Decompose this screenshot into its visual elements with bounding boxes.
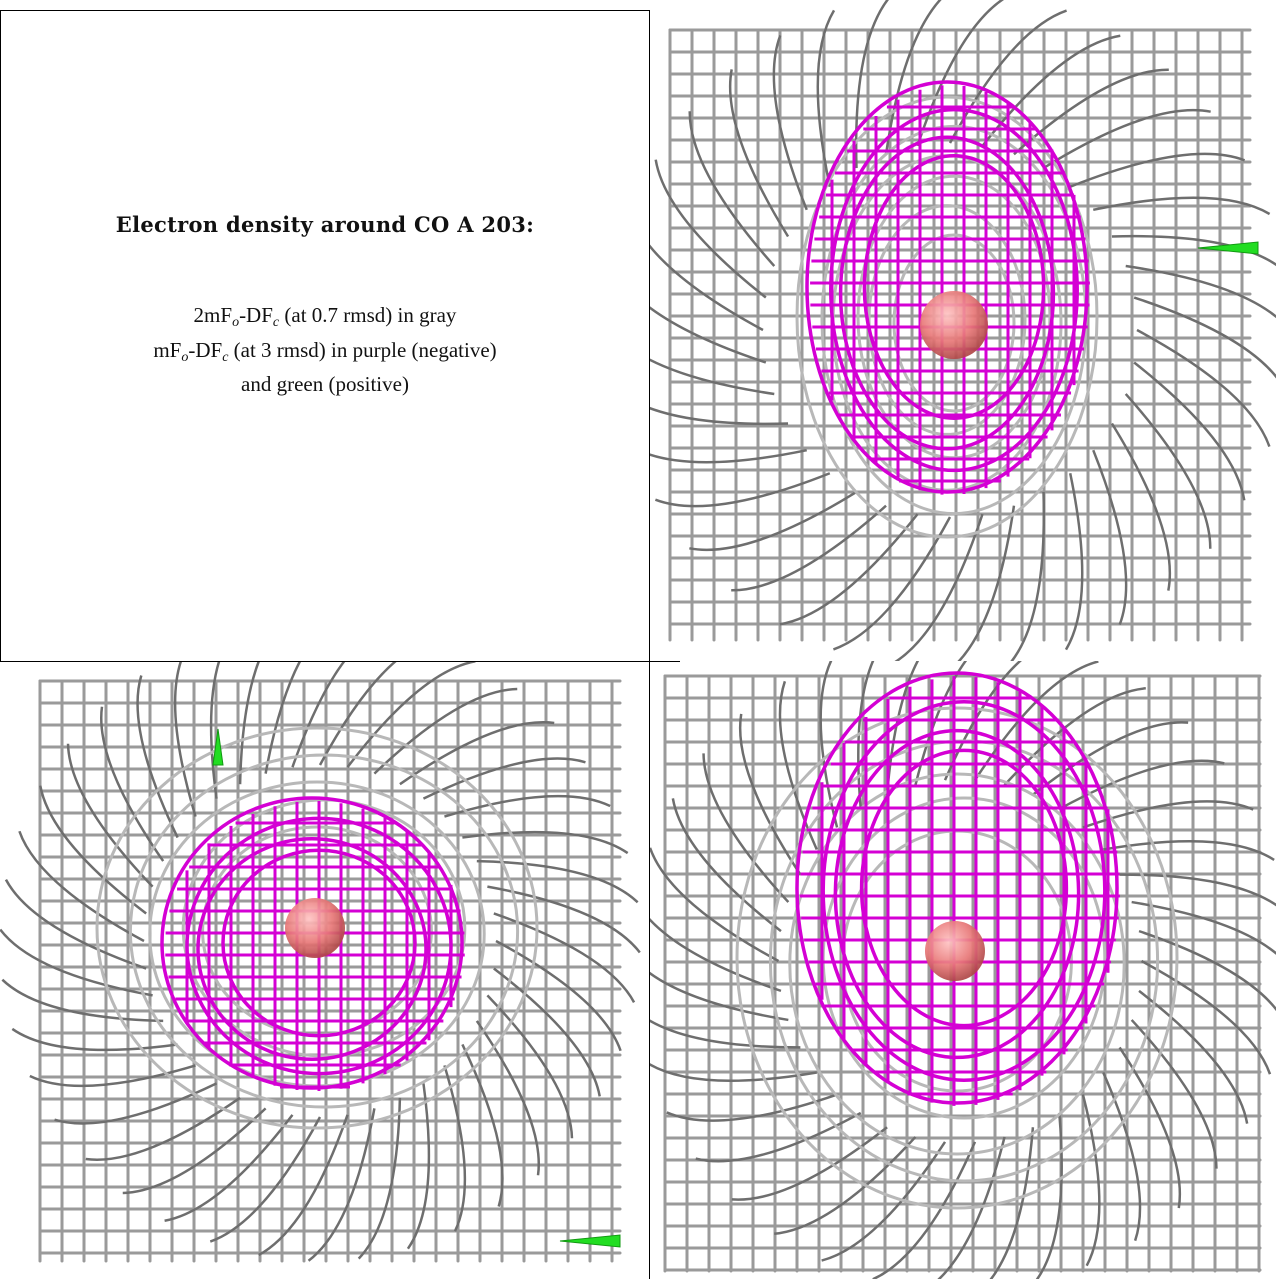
green-density-arrow	[559, 1234, 621, 1248]
purple-contour-rings	[795, 671, 1119, 1105]
density-mesh-view-1	[650, 0, 1276, 661]
table-row-divider	[0, 661, 680, 662]
gray-density-strands	[650, 0, 1276, 661]
cobalt-atom-sphere	[925, 921, 985, 981]
caption: Electron density around CO A 203: 2mFo-D…	[0, 0, 650, 661]
legend-line-green: and green (positive)	[241, 372, 409, 397]
purple-density-mesh	[800, 676, 1120, 1106]
table-mid-divider	[649, 10, 650, 1279]
gray-density-grid	[38, 679, 622, 1263]
gray-density-strands	[0, 661, 641, 1262]
legend-text: 2mFo-DFc (at 0.7 rmsd) in gray mFo-DFc (…	[153, 299, 496, 401]
caption-cell: Electron density around CO A 203: 2mFo-D…	[0, 0, 650, 661]
figure-heading: Electron density around CO A 203:	[115, 212, 535, 237]
green-density-arrow	[212, 728, 224, 766]
cobalt-atom-sphere	[920, 291, 988, 359]
legend-line-purple: mFo-DFc (at 3 rmsd) in purple (negative)	[153, 337, 497, 365]
green-density-arrow	[1197, 241, 1259, 255]
cobalt-atom-sphere	[285, 898, 345, 958]
density-mesh-view-3	[650, 661, 1276, 1279]
view-bottom-right	[650, 661, 1276, 1279]
view-bottom-left	[0, 661, 650, 1279]
view-top-right	[650, 0, 1276, 661]
purple-contour-rings	[805, 80, 1089, 494]
table-top-border	[0, 10, 650, 11]
purple-contour-rings	[160, 796, 464, 1090]
legend-line-gray: 2mFo-DFc (at 0.7 rmsd) in gray	[193, 303, 457, 330]
density-mesh-view-2	[0, 661, 641, 1263]
table-left-border	[0, 10, 1, 661]
